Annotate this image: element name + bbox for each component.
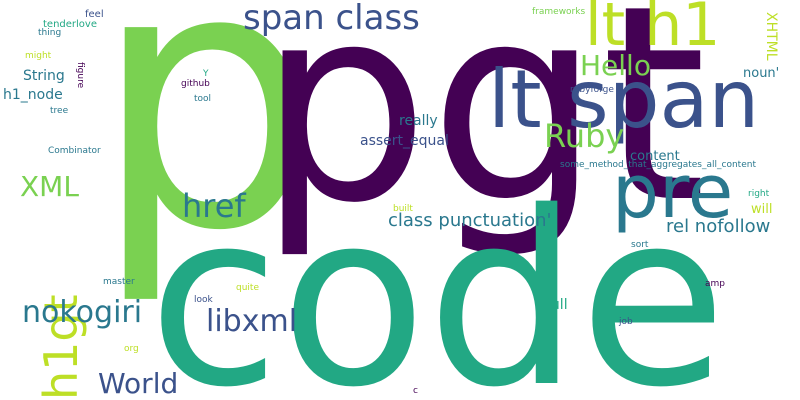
word-look: look xyxy=(194,295,213,305)
word-hello: Hello xyxy=(580,49,651,82)
word-pre: pre xyxy=(612,149,734,235)
word-github: github xyxy=(181,79,210,89)
word-lt-span: lt span xyxy=(488,53,760,146)
word-tenderlove: tenderlove xyxy=(43,19,97,30)
word-combinator: Combinator xyxy=(48,146,101,156)
word-built: built xyxy=(393,204,413,214)
word-h1-node: h1_node xyxy=(3,87,63,103)
word-code: code xyxy=(148,160,727,400)
word-pgt: pgt xyxy=(258,0,707,262)
word-might: might xyxy=(25,51,52,61)
word-nokogiri: nokogiri xyxy=(22,295,143,330)
word-class-punctuation: class punctuation' xyxy=(388,210,552,231)
word-xml: XML xyxy=(20,170,79,203)
word-right: right xyxy=(748,189,770,199)
word-master: master xyxy=(103,277,135,287)
word-xhtml: XHTML xyxy=(763,12,779,61)
word-amp: amp xyxy=(705,279,725,289)
word-noun: noun' xyxy=(743,66,780,81)
word-org: org xyxy=(124,344,139,354)
word-href: href xyxy=(182,187,246,225)
word-rel-nofollow: rel nofollow xyxy=(666,216,771,237)
word-lt-h1: lt h1 xyxy=(585,0,721,60)
word-tree: tree xyxy=(50,106,69,116)
word-string: String xyxy=(23,68,65,84)
word-figure: figure xyxy=(75,62,85,89)
word-y: Y xyxy=(203,69,209,79)
word-sort: sort xyxy=(631,240,649,250)
word-thing: thing xyxy=(38,28,62,38)
word-world: World xyxy=(98,367,179,400)
word-job: job xyxy=(619,317,633,327)
word-p-large: p xyxy=(92,0,321,309)
word-some-method: some_method_that_aggregates_all_content xyxy=(560,160,756,170)
word-c: c xyxy=(413,386,418,396)
word-quite: quite xyxy=(236,283,259,293)
word-ruby: Ruby xyxy=(544,117,625,155)
word-span-class: span class xyxy=(243,0,420,38)
word-feel: feel xyxy=(85,9,104,20)
word-will: will xyxy=(751,202,773,217)
word-rubyforge: rubyforge xyxy=(570,85,614,95)
word-full: full xyxy=(546,297,568,313)
word-assert-equal: assert_equal xyxy=(360,133,449,149)
word-really: really xyxy=(399,113,438,129)
word-tool: tool xyxy=(194,94,212,104)
word-frameworks: frameworks xyxy=(532,7,586,17)
word-content: content xyxy=(630,149,680,164)
word-libxml: libxml xyxy=(206,304,298,339)
